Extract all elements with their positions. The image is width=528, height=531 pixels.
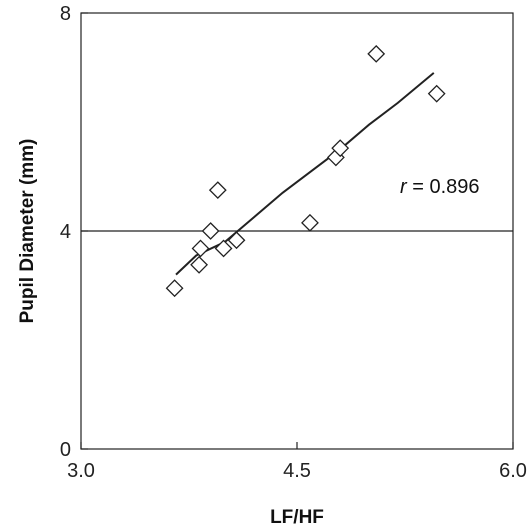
tick-labels: 3.0 4.5 6.0 0 4 8 (60, 3, 527, 482)
x-tick-label: 4.5 (283, 460, 311, 482)
regression-line (175, 72, 435, 276)
y-tick-label: 4 (60, 221, 71, 243)
correlation-annotation: r = 0.896 (400, 176, 480, 198)
data-point-0 (165, 279, 184, 298)
x-axis-title: LF/HF (270, 507, 324, 528)
data-point-9 (331, 139, 350, 158)
data-point-1 (190, 255, 208, 274)
data-point-11 (427, 84, 446, 103)
y-tick-label: 0 (60, 439, 71, 461)
data-point-6 (227, 231, 246, 250)
x-tick-label: 6.0 (499, 460, 527, 482)
data-point-5 (214, 239, 233, 258)
x-tick-label: 3.0 (67, 460, 95, 482)
axis-ticks (80, 12, 514, 450)
data-points (165, 44, 446, 298)
y-axis-title: Pupil Diameter (mm) (17, 139, 38, 324)
data-point-10 (367, 44, 386, 63)
data-point-2 (191, 239, 210, 258)
data-point-3 (201, 222, 220, 240)
y-tick-label: 8 (60, 3, 71, 25)
data-point-4 (208, 181, 227, 200)
data-point-7 (301, 213, 319, 232)
